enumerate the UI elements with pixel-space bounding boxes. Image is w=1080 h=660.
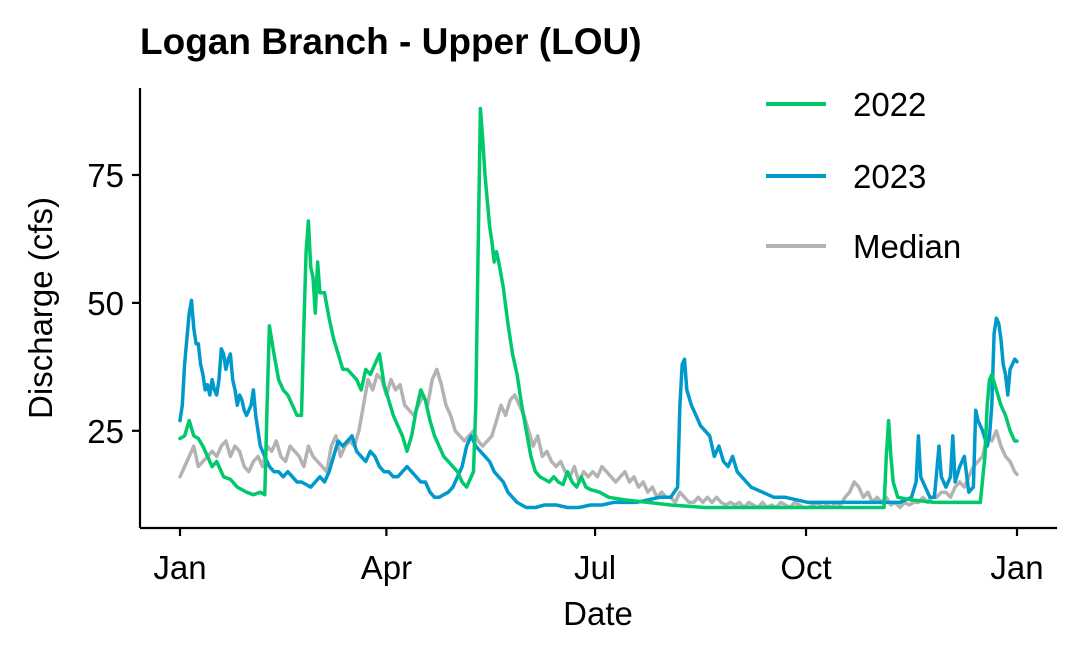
- y-axis-title: Discharge (cfs): [22, 197, 59, 419]
- chart-title: Logan Branch - Upper (LOU): [140, 21, 642, 62]
- series-line-2023: [178, 298, 1019, 510]
- axes: 25 50 75 Jan Apr Jul Oct Jan: [87, 88, 1057, 586]
- x-tick-label: Jul: [574, 549, 616, 586]
- x-axis-title: Date: [563, 595, 633, 632]
- x-tick-label: Jan: [990, 549, 1043, 586]
- legend-label-2022: 2022: [853, 86, 926, 123]
- y-tick-label: 50: [87, 285, 124, 322]
- y-tick-label: 25: [87, 413, 124, 450]
- x-tick-label: Jan: [153, 549, 206, 586]
- series-line-2022: [178, 106, 1019, 510]
- y-tick-label: 75: [87, 157, 124, 194]
- plot-series: [178, 106, 1019, 510]
- legend-label-2023: 2023: [853, 158, 926, 195]
- series-line-median: [178, 367, 1019, 510]
- legend: 2022 2023 Median: [766, 86, 961, 265]
- x-tick-label: Apr: [361, 549, 412, 586]
- legend-label-median: Median: [853, 228, 961, 265]
- x-tick-label: Oct: [780, 549, 831, 586]
